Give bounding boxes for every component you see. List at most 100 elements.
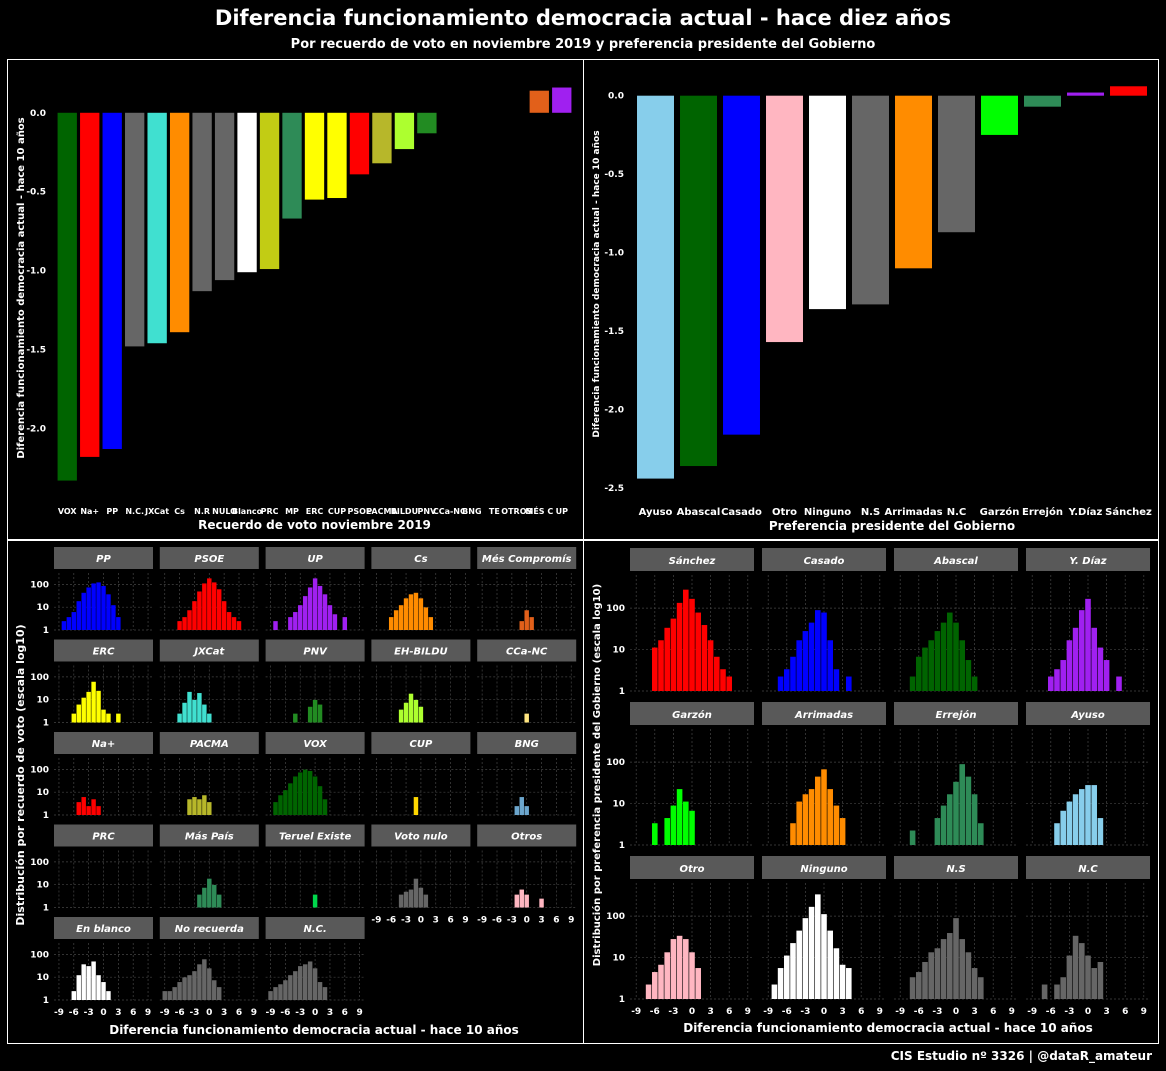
hist-bar <box>101 585 106 630</box>
facet-label: No recuerda <box>175 924 244 935</box>
hist-bar <box>1103 660 1110 691</box>
facet-strip <box>265 639 365 662</box>
hist-bar <box>965 952 972 999</box>
bar-y-diaz <box>1067 92 1104 96</box>
x-axis-title: Diferencia funcionamiento democracia act… <box>683 1021 1093 1035</box>
y-tick-label: 1 <box>43 719 49 729</box>
x-tick-label: Garzón <box>980 506 1020 518</box>
page-subtitle: Por recuerdo de voto en noviembre 2019 y… <box>290 37 876 52</box>
hist-bar <box>398 605 404 630</box>
hist-bar <box>833 805 840 845</box>
facet-label: Cs <box>414 554 427 565</box>
hist-bar <box>86 587 91 630</box>
hist-bar <box>312 776 318 815</box>
hist-bar <box>307 770 313 815</box>
hist-bar <box>1066 955 1073 999</box>
facet-casado: Casado <box>762 548 886 692</box>
hist-bar <box>959 939 965 999</box>
facet-abascal: Abascal <box>894 548 1018 692</box>
hist-bar <box>293 971 298 1000</box>
hist-bar <box>408 693 414 723</box>
y-tick-label: -0.5 <box>604 170 624 180</box>
hist-bar <box>839 818 846 845</box>
hist-bar <box>418 706 424 723</box>
x-tick-label: -3 <box>189 1008 199 1018</box>
hist-bar <box>1091 968 1097 999</box>
hist-bar <box>428 617 434 630</box>
hist-bar <box>796 801 802 845</box>
facet-strip <box>54 732 153 754</box>
bar-bildu <box>394 112 415 150</box>
hist-bar <box>784 669 790 691</box>
facet-strip <box>371 824 471 847</box>
x-tick-label: PACMA <box>366 507 398 516</box>
facet-strip <box>159 917 259 939</box>
facet-strip <box>477 732 577 754</box>
hist-bar <box>1072 794 1079 845</box>
hist-bar <box>96 582 101 630</box>
hist-bar <box>670 939 677 999</box>
hist-bar <box>202 795 207 815</box>
facet-label: EH-BILDU <box>394 647 448 658</box>
x-tick-label: -3 <box>1064 1007 1074 1017</box>
x-tick-label: 3 <box>327 1008 333 1018</box>
hist-bar <box>1097 647 1104 691</box>
hist-bar <box>278 795 283 815</box>
hist-bar <box>207 713 212 723</box>
facet-label: ERC <box>93 647 116 658</box>
hist-bar <box>827 789 833 845</box>
bar-n-r <box>192 112 212 292</box>
facet-cca-nc: CCa-NC <box>477 639 577 723</box>
hist-bar <box>909 676 916 691</box>
hist-bar <box>91 961 96 1000</box>
x-tick-label: 3 <box>1103 1007 1109 1017</box>
x-tick-label: NULO <box>212 507 237 516</box>
hist-bar <box>418 598 424 630</box>
bar-vox <box>57 112 77 481</box>
hist-bar <box>293 713 298 723</box>
y-tick-label: 100 <box>30 858 49 868</box>
hist-bar <box>1048 676 1054 691</box>
x-tick-label: Abascal <box>677 507 721 518</box>
hist-bar <box>207 802 212 815</box>
facet-ayuso: Ayuso <box>1026 702 1150 846</box>
facet-no-recuerda: No recuerda -9 -6 -3 0 3 6 9 <box>160 917 259 1018</box>
hist-bar <box>1097 961 1104 999</box>
hist-bar <box>658 964 664 999</box>
x-tick-label: -6 <box>782 1007 792 1017</box>
x-tick-label: 3 <box>707 1007 713 1017</box>
hist-bar <box>106 713 111 723</box>
bar-na <box>80 112 100 457</box>
y-axis-title: Distribución por preferencia presidente … <box>591 584 603 966</box>
hist-bar <box>953 781 959 845</box>
x-tick-label: -9 <box>54 1008 64 1018</box>
facet-garzon: Garzón 1 10 100 <box>606 702 754 851</box>
bar-mes-c <box>529 90 549 113</box>
bar-erc <box>304 112 325 200</box>
hist-bar <box>777 676 784 691</box>
hist-bar <box>177 621 182 630</box>
hist-bar <box>197 591 202 630</box>
y-tick-label: -1.5 <box>604 327 624 337</box>
hist-bar <box>226 612 232 630</box>
hist-bar <box>934 818 941 845</box>
hist-bar <box>207 578 212 630</box>
y-tick-label: -2.0 <box>26 424 46 434</box>
hist-bar <box>167 991 172 1000</box>
hist-bar <box>1072 627 1079 691</box>
hist-bar <box>1066 640 1073 691</box>
hist-bar <box>1079 943 1085 999</box>
y-tick-label: -2.0 <box>604 406 624 416</box>
x-tick-label: 0 <box>418 916 424 926</box>
facet-psoe: PSOE <box>159 547 259 631</box>
hist-bar <box>524 610 529 630</box>
hist-bar <box>701 625 708 691</box>
hist-bar <box>1079 610 1085 691</box>
hist-bar <box>236 621 242 630</box>
hist-bar <box>403 598 409 630</box>
hist-bar <box>652 647 658 691</box>
x-tick-label: 6 <box>553 916 559 926</box>
x-tick-label: 0 <box>524 916 530 926</box>
hist-bar <box>676 602 683 691</box>
x-tick-label: 9 <box>1141 1007 1147 1017</box>
